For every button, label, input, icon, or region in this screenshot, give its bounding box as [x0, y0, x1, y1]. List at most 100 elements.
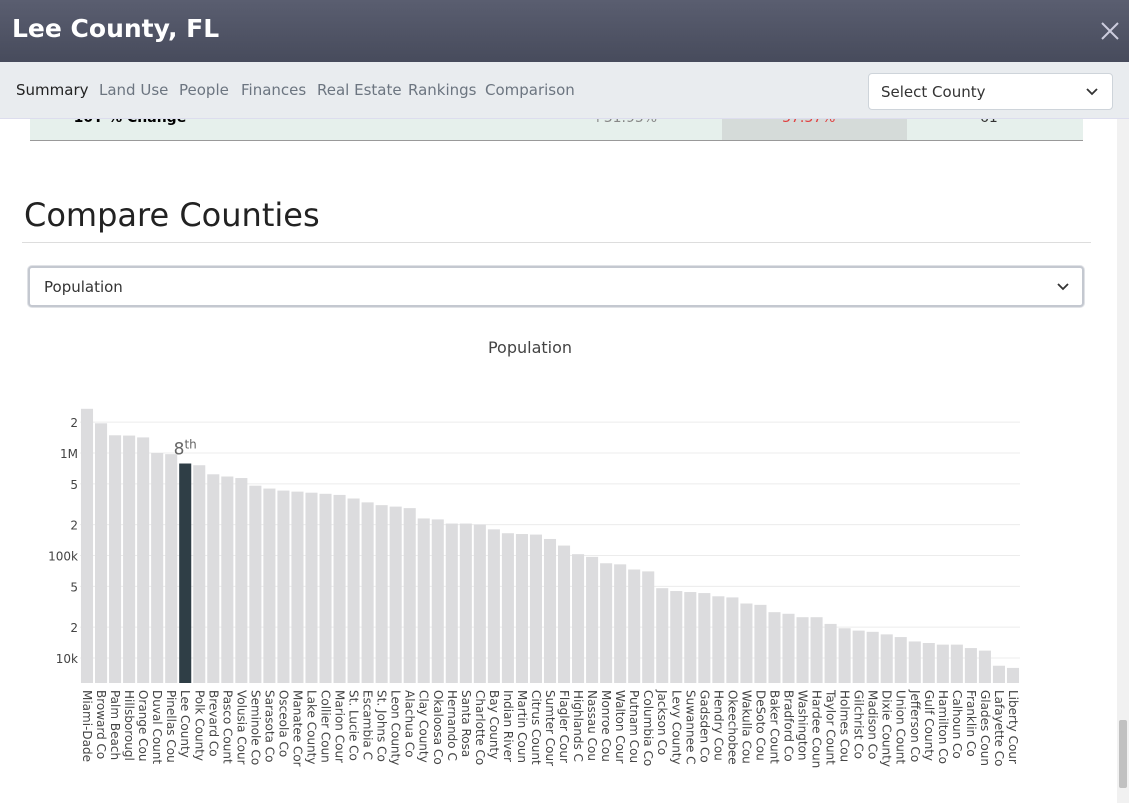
bar — [922, 643, 935, 683]
header-title: Lee County, FL — [12, 14, 220, 43]
x-tick-label: Okeechobee — [725, 690, 739, 765]
x-tick-label: St. Lucie Co — [347, 690, 361, 761]
x-tick-label: Lee County — [178, 690, 192, 758]
bar — [235, 478, 248, 683]
bar — [305, 492, 318, 683]
x-tick-label: Washington — [796, 690, 810, 761]
x-tick-label: Pasco Count — [220, 690, 234, 764]
bar — [80, 408, 94, 683]
nav-tab[interactable]: People — [179, 81, 229, 99]
bar — [810, 617, 823, 683]
bar — [165, 454, 178, 683]
x-tick-label: Sarasota Co — [262, 690, 276, 762]
scroll-thumb[interactable] — [1119, 720, 1127, 788]
x-tick-label: Columbia Co — [641, 690, 655, 766]
bar — [389, 506, 402, 683]
chevron — [1057, 283, 1069, 291]
bar — [712, 596, 725, 683]
x-tick-label: Walton Cour — [613, 690, 627, 764]
bar — [572, 554, 585, 683]
x-tick-label: Baker Count — [767, 690, 781, 764]
x-tick-label: Broward Co — [94, 690, 108, 759]
x-tick-label: Collier Coun — [319, 690, 333, 763]
x-tick-label: Sumter Cour — [543, 690, 557, 766]
bar — [628, 569, 641, 683]
annotation-suffix: th — [184, 438, 196, 452]
bar — [459, 523, 472, 683]
x-tick-label: Suwannee C — [683, 690, 697, 765]
close-button[interactable] — [1100, 21, 1120, 41]
bar — [698, 593, 711, 683]
bar — [838, 628, 851, 683]
bar — [291, 491, 304, 683]
x-tick-label: Dixie County — [880, 690, 894, 767]
bar — [263, 488, 276, 683]
bar — [193, 465, 206, 683]
bar — [796, 617, 809, 683]
scrollbar — [1117, 118, 1129, 803]
y-tick-label: 5 — [70, 580, 78, 594]
x-tick-label: DeSoto Cou — [753, 690, 767, 761]
x-tick-label: Liberty Cour — [1006, 690, 1020, 764]
select-text: Select County — [881, 83, 986, 101]
bar — [936, 644, 949, 683]
bar — [614, 564, 627, 683]
x-tick-label: Bradford Co — [782, 690, 796, 762]
x-tick-label: Gadsden Co — [697, 690, 711, 763]
x-tick-label: St. Johns Co — [375, 690, 389, 762]
bar — [445, 523, 458, 683]
x-tick-label: Glades Coun — [978, 690, 992, 766]
bar — [908, 641, 921, 683]
divider — [22, 242, 1091, 243]
nav-tab[interactable]: Finances — [241, 81, 307, 99]
bar — [515, 534, 528, 683]
bar — [670, 591, 683, 683]
x-tick-label: Clay County — [417, 690, 431, 763]
x-tick-label: Hendry Cou — [711, 690, 725, 761]
x-tick-label: Hernando C — [445, 690, 459, 761]
county-select[interactable]: Select County — [868, 73, 1113, 110]
y-tick-label: 10k — [56, 652, 78, 666]
metric-select[interactable]: Population — [28, 266, 1084, 307]
nav-tab[interactable]: Comparison — [485, 81, 575, 99]
x-tick-label: Seminole Co — [248, 690, 262, 765]
nav-tab[interactable]: Real Estate — [317, 81, 402, 99]
x-tick-label: Bay County — [487, 690, 501, 759]
x-tick-label: Marion Cour — [333, 690, 347, 763]
bar — [600, 563, 613, 683]
y-tick-label: 2 — [70, 519, 78, 533]
x-tick-label: Citrus Count — [529, 690, 543, 765]
nav-tab[interactable]: Land Use — [99, 81, 169, 99]
x-tick-label: Madison Co — [866, 690, 880, 759]
bar — [782, 613, 795, 683]
header: Lee County, FL — [0, 0, 1129, 62]
annotation: 8th — [174, 438, 197, 460]
y-tick-label: 100k — [48, 550, 78, 564]
bar — [487, 529, 500, 683]
bar — [866, 631, 879, 683]
nav-tab[interactable]: Rankings — [408, 81, 477, 99]
bar — [656, 588, 669, 683]
x-tick-label: Okaloosa Co — [431, 690, 445, 765]
x-tick-label: Gulf County — [922, 690, 936, 761]
bar — [557, 545, 571, 683]
bar — [543, 538, 557, 683]
x-tick-label: Gilchrist Co — [852, 690, 866, 759]
x-tick-label: Lafayette Co — [992, 690, 1006, 766]
x-tick-label: Taylor Count — [824, 689, 838, 765]
x-tick-label: Martin Coun — [515, 690, 529, 763]
x-tick-label: Lake County — [304, 690, 318, 765]
x-tick-label: Hardee Coun — [810, 690, 824, 768]
bar — [221, 476, 234, 683]
nav-bar: Summary Land Use People Finances Real Es… — [0, 62, 1129, 119]
x-tick-label: Pinellas Cou — [164, 690, 178, 763]
bar — [333, 494, 346, 683]
bar — [375, 505, 388, 683]
bar — [852, 630, 865, 683]
x-tick-label: Alachua Co — [403, 690, 417, 758]
x-tick-label: Manatee Cor — [290, 690, 304, 767]
bar — [880, 634, 893, 683]
nav-tab[interactable]: Summary — [16, 81, 89, 99]
